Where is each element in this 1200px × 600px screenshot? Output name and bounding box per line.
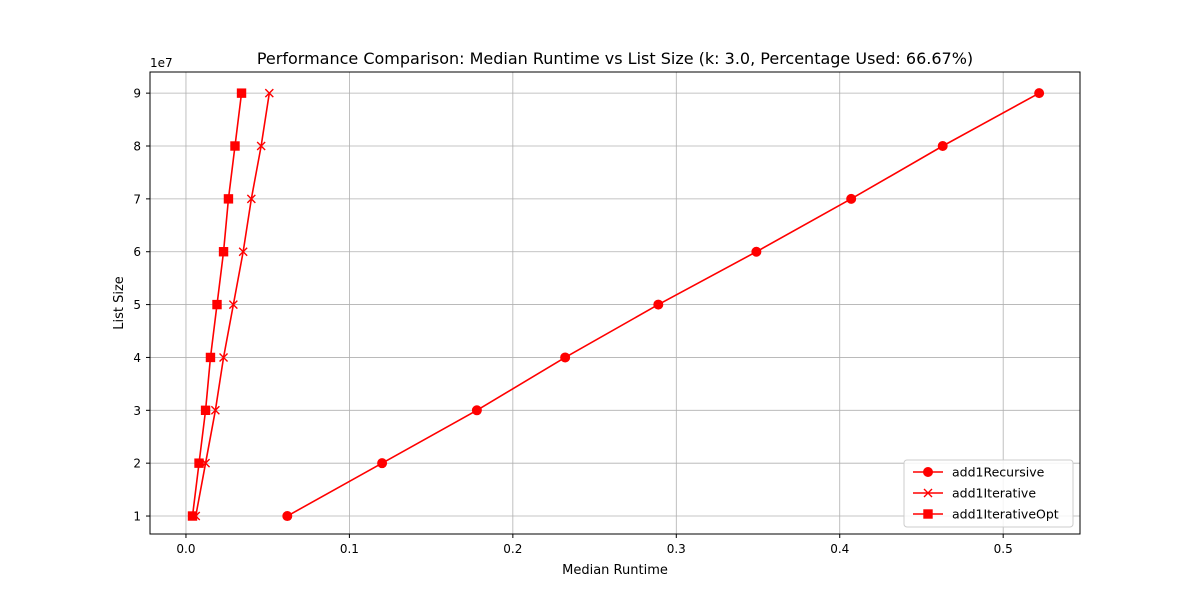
data-point-add1Recursive (377, 458, 388, 469)
legend-label: add1IterativeOpt (952, 507, 1059, 522)
y-axis-label: List Size (112, 276, 127, 330)
x-tick-label: 0.0 (176, 542, 195, 556)
chart-title: Performance Comparison: Median Runtime v… (257, 49, 973, 68)
ticks: 0.0 0.1 0.2 0.3 0.4 0.5 1 2 3 4 5 6 7 8 9 (133, 87, 1012, 556)
data-point-add1Iterative (246, 194, 256, 204)
y-tick-label: 5 (133, 298, 141, 312)
y-tick-label: 8 (133, 140, 141, 154)
x-tick-label: 0.4 (830, 542, 849, 556)
data-point-add1Iterative (264, 88, 274, 98)
y-tick-label: 4 (133, 351, 141, 365)
legend: add1Recursive add1Iterative add1IterativeO… (903, 459, 1074, 528)
data-point-add1Recursive (937, 141, 948, 152)
data-point-add1IterativeOpt (200, 405, 211, 416)
y-tick-label: 3 (133, 404, 141, 418)
legend-marker (923, 509, 933, 519)
data-point-add1IterativeOpt (236, 88, 247, 98)
data-point-add1IterativeOpt (187, 511, 198, 521)
x-tick-label: 0.1 (340, 542, 359, 556)
legend-marker (923, 488, 933, 498)
x-tick-label: 0.2 (503, 542, 522, 556)
data-point-add1Recursive (282, 511, 293, 522)
legend-entry-add1Recursive: add1Recursive (913, 465, 1045, 480)
data-point-add1IterativeOpt (218, 247, 229, 257)
x-axis-label: Median Runtime (562, 563, 668, 578)
y-offset-label: 1e7 (150, 56, 173, 70)
legend-label: add1Iterative (952, 486, 1036, 501)
legend-label: add1Recursive (952, 465, 1045, 480)
series-layer (187, 88, 1045, 522)
data-point-add1Recursive (653, 299, 664, 310)
data-point-add1IterativeOpt (223, 194, 234, 204)
data-point-add1Iterative (228, 300, 238, 310)
legend-box (903, 459, 1074, 528)
series-add1Iterative (191, 88, 274, 521)
y-tick-label: 1 (133, 510, 141, 524)
plot-frame (149, 71, 1081, 535)
data-point-add1Iterative (256, 141, 266, 151)
legend-entry-add1IterativeOpt: add1IterativeOpt (913, 507, 1059, 522)
x-tick-label: 0.5 (994, 542, 1013, 556)
data-point-add1Recursive (846, 193, 857, 204)
data-point-add1IterativeOpt (194, 458, 204, 468)
data-point-add1Iterative (210, 405, 220, 415)
data-point-add1Recursive (751, 246, 762, 257)
data-point-add1IterativeOpt (205, 352, 216, 363)
data-point-add1Recursive (471, 405, 482, 416)
legend-marker (923, 467, 933, 477)
y-tick-label: 9 (133, 87, 141, 101)
y-tick-label: 6 (133, 245, 141, 259)
data-point-add1IterativeOpt (230, 141, 240, 151)
series-add1IterativeOpt (187, 88, 247, 521)
y-tick-label: 2 (133, 457, 141, 471)
data-point-add1Recursive (1034, 88, 1045, 99)
x-tick-label: 0.3 (667, 542, 686, 556)
legend-entry-add1Iterative: add1Iterative (913, 486, 1036, 501)
data-point-add1Iterative (219, 352, 229, 362)
data-point-add1Iterative (238, 247, 248, 257)
grid (150, 72, 1080, 534)
data-point-add1IterativeOpt (212, 299, 222, 310)
data-point-add1Recursive (560, 352, 571, 363)
series-add1Recursive (282, 88, 1045, 522)
y-tick-label: 7 (133, 192, 141, 206)
